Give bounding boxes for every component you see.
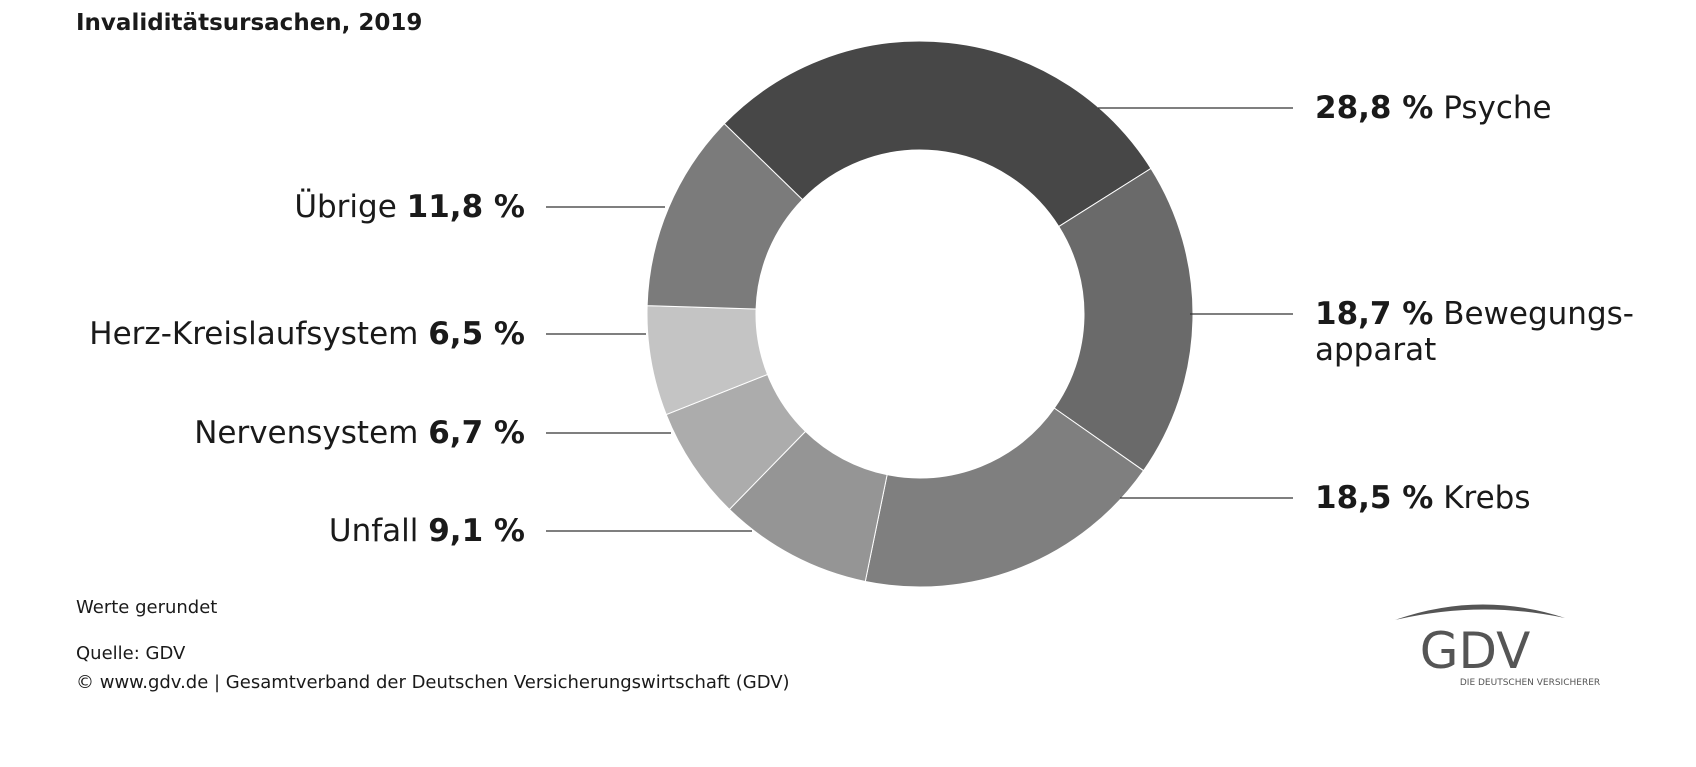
category-label: Übrige — [294, 189, 397, 225]
logo-arc — [1395, 604, 1565, 620]
category-label: Krebs — [1443, 480, 1531, 516]
slice-label: 18,5 % Krebs — [1315, 480, 1531, 516]
slice-label: 28,8 % Psyche — [1315, 90, 1552, 126]
slice-label: Nervensystem 6,7 % — [194, 415, 525, 451]
source: Quelle: GDV — [76, 643, 186, 664]
slice-label: Übrige 11,8 % — [294, 189, 525, 225]
value-label: 28,8 % — [1315, 90, 1434, 126]
value-label: 6,7 % — [428, 415, 525, 451]
slice — [864, 407, 1145, 588]
copyright: © www.gdv.de | Gesamtverband der Deutsch… — [76, 672, 790, 693]
chart-title: Invaliditätsursachen, 2019 — [76, 10, 423, 36]
slice-label: Herz-Kreislaufsystem 6,5 % — [89, 316, 525, 352]
value-label: 6,5 % — [428, 316, 525, 352]
value-label: 18,5 % — [1315, 480, 1434, 516]
value-label: 11,8 % — [406, 189, 525, 225]
slice — [1053, 167, 1194, 472]
slice — [646, 122, 804, 310]
logo-name: GDV — [1420, 622, 1531, 680]
category-label: Unfall — [328, 513, 419, 549]
value-label: 9,1 % — [428, 513, 525, 549]
slice — [723, 40, 1152, 228]
logo-tagline: DIE DEUTSCHEN VERSICHERER — [1460, 678, 1600, 688]
slice-label: 18,7 % Bewegungs- apparat — [1315, 296, 1634, 368]
slice-label: Unfall 9,1 % — [329, 513, 525, 549]
category-label: Psyche — [1443, 90, 1552, 126]
value-label: 18,7 % — [1315, 296, 1434, 332]
note: Werte gerundet — [76, 597, 218, 618]
category-label: Nervensystem — [194, 415, 419, 451]
category-label: Herz-Kreislaufsystem — [89, 316, 419, 352]
category-label: Bewegungs- apparat — [1315, 296, 1634, 368]
